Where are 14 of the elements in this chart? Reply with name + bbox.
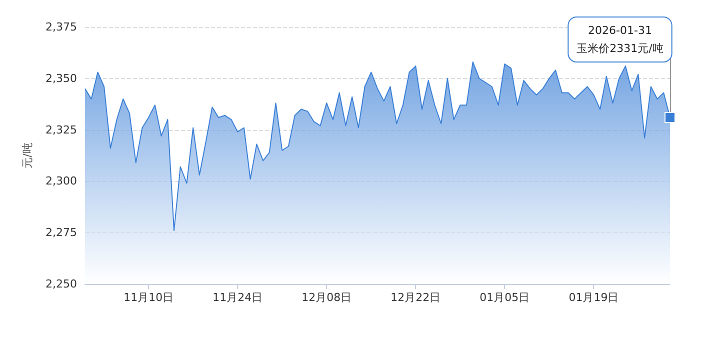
x-tick-label: 01月19日 bbox=[568, 291, 619, 304]
x-tick-label: 11月24日 bbox=[212, 291, 263, 304]
annotation: 2026-01-31 玉米价2331元/吨 bbox=[576, 24, 664, 55]
y-axis-title: 元/吨 bbox=[21, 142, 34, 168]
y-tick-label: 2,375 bbox=[46, 20, 77, 34]
y-tick-label: 2,250 bbox=[46, 278, 77, 290]
y-tick-label: 2,300 bbox=[46, 174, 77, 188]
x-tick-label: 12月22日 bbox=[390, 291, 441, 304]
x-tick-label: 12月08日 bbox=[302, 291, 352, 304]
y-tick-label: 2,275 bbox=[46, 226, 77, 240]
y-tick-label: 2,325 bbox=[46, 123, 77, 136]
x-tick-label: 11月10日 bbox=[124, 291, 174, 304]
y-tick-label: 2,350 bbox=[46, 72, 77, 85]
x-tick-label: 01月05日 bbox=[480, 291, 530, 304]
